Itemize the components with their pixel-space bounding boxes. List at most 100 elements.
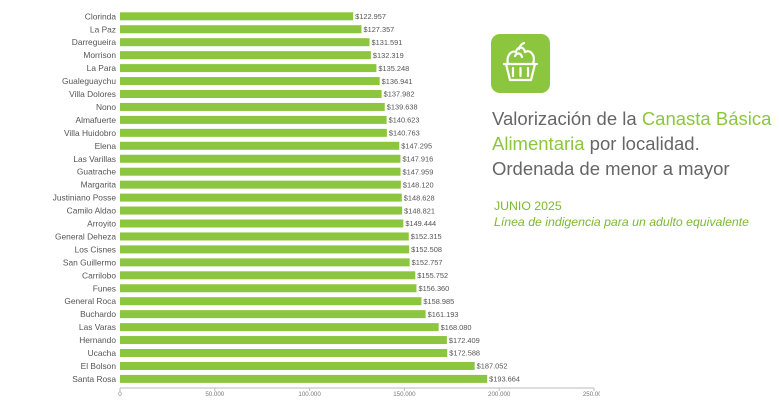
value-label: $172.409 (449, 336, 480, 345)
bar (120, 115, 387, 124)
value-label: $147.959 (403, 167, 434, 176)
category-label: Arroyito (87, 219, 116, 229)
category-label: La Para (87, 63, 117, 73)
bar (120, 232, 409, 241)
category-label: Carrilobo (82, 270, 116, 280)
value-label: $152.757 (412, 258, 443, 267)
bar (120, 297, 422, 306)
category-label: Elena (95, 141, 117, 151)
category-label: Las Varillas (73, 154, 116, 164)
value-label: $156.360 (418, 284, 449, 293)
category-label: Funes (93, 283, 116, 293)
category-label: Gualeguaychu (62, 76, 116, 86)
bar (120, 361, 475, 370)
value-label: $152.315 (411, 232, 442, 241)
value-label: $139.638 (387, 103, 418, 112)
bar (120, 167, 401, 176)
bar (120, 349, 448, 357)
bar (120, 219, 404, 228)
bar (120, 258, 410, 267)
basket-with-vegetables-icon (491, 34, 550, 93)
category-label: La Paz (90, 24, 116, 34)
value-label: $148.628 (404, 193, 435, 202)
value-label: $147.916 (402, 154, 433, 163)
bar (120, 310, 426, 319)
value-label: $148.821 (404, 206, 435, 215)
category-label: Justiniano Posse (53, 193, 117, 203)
bar (120, 206, 403, 215)
category-label: Las Varas (79, 322, 116, 332)
subtitle-date: JUNIO 2025 (494, 199, 562, 213)
bar (120, 25, 362, 34)
bar (120, 141, 400, 150)
bar (120, 38, 370, 47)
bar (120, 193, 402, 202)
value-label: $155.752 (417, 271, 448, 280)
category-label: Morrison (83, 50, 116, 60)
bar (120, 12, 354, 21)
bar (120, 180, 401, 189)
category-label: Margarita (81, 180, 117, 190)
bar (120, 374, 488, 383)
bar (120, 284, 417, 293)
bar (120, 102, 385, 111)
value-label: $161.193 (428, 310, 459, 319)
value-label: $127.357 (363, 25, 394, 34)
category-label: Villa Huidobro (64, 128, 116, 138)
value-label: $147.295 (401, 142, 432, 151)
value-label: $149.444 (405, 219, 436, 228)
bar-chart: Clorinda $122.957 La Paz $127.357 Darregueir… (53, 11, 600, 398)
value-label: $140.623 (389, 116, 420, 125)
category-label: Darregueira (72, 37, 117, 47)
value-label: $168.080 (441, 323, 472, 332)
bar (120, 323, 439, 332)
category-label: El Bolson (81, 361, 117, 371)
value-label: $122.957 (355, 12, 386, 21)
title-line3: Ordenada de menor a mayor (492, 158, 730, 179)
x-tick-label: 150.000 (393, 391, 416, 398)
x-tick-label: 50.000 (205, 391, 224, 398)
category-label: Nono (96, 102, 116, 112)
category-label: Ucacha (88, 348, 117, 358)
value-label: $148.120 (403, 180, 434, 189)
x-tick-label: 200.000 (488, 391, 511, 398)
x-tick-label: 0 (118, 391, 122, 398)
bar (120, 51, 371, 60)
value-label: $135.248 (378, 64, 409, 73)
bar (120, 77, 380, 86)
bar (120, 271, 416, 280)
category-label: San Guillermo (63, 257, 116, 267)
title-highlight: Canasta Básica Alimentaria (492, 108, 772, 154)
value-label: $131.591 (371, 38, 402, 47)
value-label: $136.941 (382, 77, 413, 86)
value-label: $152.508 (411, 245, 442, 254)
subtitle-description: Línea de indigencia para un adulto equiv… (494, 215, 750, 229)
category-label: Santa Rosa (72, 374, 116, 384)
chart-subtitle: JUNIO 2025 Línea de indigencia para un a… (494, 199, 764, 230)
bar (120, 245, 410, 254)
x-tick-label: 250.000 (583, 391, 600, 398)
bar (120, 64, 377, 73)
category-label: Clorinda (85, 11, 117, 21)
value-label: $158.985 (423, 297, 454, 306)
value-label: $132.319 (373, 51, 404, 60)
bar (120, 128, 387, 137)
bar (120, 336, 447, 345)
category-label: Los Cisnes (75, 244, 116, 254)
value-label: $172.588 (449, 349, 480, 358)
value-label: $137.982 (384, 90, 415, 99)
title-part2: por localidad. (584, 133, 700, 154)
chart-title: Valorización de la Canasta Básica Alimen… (492, 106, 777, 181)
value-label: $193.664 (489, 375, 520, 384)
title-part1: Valorización de la (492, 108, 642, 129)
category-label: Almafuerte (76, 115, 117, 125)
value-label: $187.052 (477, 362, 508, 371)
category-label: Buchardo (80, 309, 116, 319)
x-tick-label: 100.000 (298, 391, 321, 398)
basket-icon-graphic (502, 41, 539, 82)
category-label: Villa Dolores (69, 89, 116, 99)
category-label: Guatrache (77, 167, 116, 177)
category-label: General Roca (64, 296, 116, 306)
category-label: Hernando (79, 335, 116, 345)
category-label: General Deheza (55, 231, 116, 241)
